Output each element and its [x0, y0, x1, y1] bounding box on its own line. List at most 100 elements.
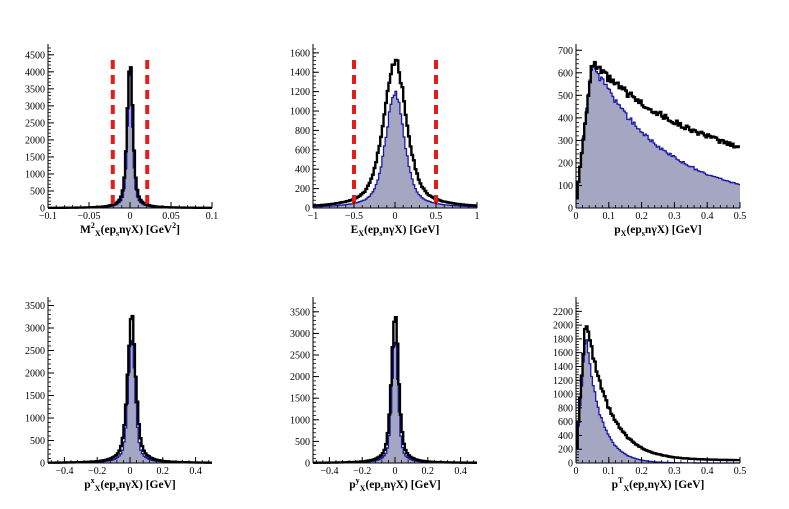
x-tick-label: 0.1: [603, 211, 616, 222]
x-axis-title: pTX(epsnγX) [GeV]: [612, 476, 705, 493]
x-tick-label: 0: [393, 211, 398, 222]
y-tick-label: 1000: [25, 169, 45, 180]
panel-mx2-histogram: −0.1 −0.05 0 0.05 0.1 0 500 1000 1500 2000 2500 300…: [25, 44, 218, 238]
x-tick-label: −0.2: [88, 466, 106, 477]
black-series-line: [48, 314, 212, 464]
y-tick-label: 500: [295, 437, 310, 448]
y-tick-label: 3500: [290, 307, 310, 318]
y-tick-label: 4000: [25, 67, 45, 78]
x-axis-title: pyX(epsnγX) [GeV]: [349, 476, 440, 493]
x-tick-label: 0.3: [668, 466, 681, 477]
x-tick-label: −0.5: [345, 211, 363, 222]
y-tick-label: 600: [295, 145, 310, 156]
blue-series-line: [313, 90, 477, 208]
y-tick-label: 1500: [290, 394, 310, 405]
y-tick-label: 100: [558, 181, 573, 192]
y-tick-label: 3500: [25, 84, 45, 95]
y-tick-label: 2500: [290, 351, 310, 362]
x-tick-label: 0: [393, 466, 398, 477]
panel-pxy-histogram: −0.4 −0.2 0 0.2 0.4 0 500 1000 1500 2000 2500 3000 3…: [290, 297, 477, 493]
x-tick-label: 0.5: [430, 211, 443, 222]
y-tick-label: 1400: [290, 68, 310, 79]
y-tick-label: 400: [295, 165, 310, 176]
x-tick-label: 0.1: [603, 466, 616, 477]
x-tick-label: −0.4: [320, 466, 338, 477]
y-tick-label: 800: [295, 126, 310, 137]
y-tick-label: 400: [558, 113, 573, 124]
y-tick-label: 1200: [290, 87, 310, 98]
y-tick-label: 1200: [553, 376, 573, 387]
x-tick-label: 0.5: [734, 466, 747, 477]
y-tick-label: 2500: [25, 346, 45, 357]
x-tick-label: 0.2: [157, 466, 170, 477]
y-tick-label: 2000: [553, 321, 573, 332]
y-tick-label: 200: [558, 158, 573, 169]
x-axis-title: pxX(epsnγX) [GeV]: [84, 476, 175, 493]
x-tick-label: 0: [128, 211, 133, 222]
x-axis-title: pX(epsnγX) [GeV]: [614, 224, 701, 238]
y-tick-label: 2500: [25, 118, 45, 129]
y-tick-label: 3500: [25, 301, 45, 312]
y-tick-label: 1800: [553, 334, 573, 345]
y-tick-label: 1000: [290, 107, 310, 118]
y-tick-label: 1600: [553, 348, 573, 359]
blue-series-fill: [48, 340, 212, 463]
black-series-line: [313, 58, 477, 207]
black-series-line: [576, 60, 740, 200]
blue-series-fill: [48, 70, 212, 208]
y-tick-label: 2200: [553, 307, 573, 318]
y-tick-label: 200: [295, 184, 310, 195]
x-tick-label: 0.1: [206, 211, 219, 222]
x-tick-label: 0: [128, 466, 133, 477]
y-tick-label: 1000: [553, 390, 573, 401]
y-tick-label: 0: [305, 459, 310, 470]
y-tick-label: 600: [558, 68, 573, 79]
y-tick-label: 1000: [25, 414, 45, 425]
y-tick-label: 500: [30, 436, 45, 447]
x-tick-label: 0.2: [422, 466, 435, 477]
y-tick-label: 2000: [25, 135, 45, 146]
blue-series-fill: [313, 91, 477, 208]
panel-px-histogram: 0 0.1 0.2 0.3 0.4 0.5 0 100 200 300 400 500 600 700 pX…: [558, 44, 746, 238]
x-tick-label: 0.3: [668, 211, 681, 222]
x-tick-label: −0.4: [55, 466, 73, 477]
y-tick-label: 1400: [553, 362, 573, 373]
blue-series-fill: [313, 342, 477, 463]
x-tick-label: 0.5: [734, 211, 747, 222]
x-tick-label: 0.4: [701, 211, 714, 222]
x-tick-label: −0.1: [39, 211, 57, 222]
y-tick-label: 600: [558, 417, 573, 428]
y-tick-label: 0: [40, 204, 45, 215]
black-series-line: [576, 325, 740, 462]
blue-series-fill: [576, 339, 740, 463]
x-tick-label: −0.05: [77, 211, 100, 222]
y-tick-label: 0: [40, 459, 45, 470]
y-tick-label: 1500: [25, 152, 45, 163]
x-tick-label: 0.2: [635, 211, 648, 222]
y-tick-label: 1000: [290, 415, 310, 426]
y-tick-label: 500: [30, 186, 45, 197]
y-tick-label: 3000: [25, 324, 45, 335]
x-axis-title: M2X(epsnγX) [GeV2]: [80, 221, 180, 238]
y-tick-label: 2000: [290, 372, 310, 383]
blue-series-line: [576, 63, 740, 199]
x-tick-label: 0.4: [189, 466, 202, 477]
panel-pxt-histogram: 0 0.1 0.2 0.3 0.4 0.5020040060080010001200140…: [553, 297, 746, 493]
panel-pxx-histogram: −0.4 −0.2 0 0.2 0.4 0 500 1000 1500 2000 2500 3000 3…: [25, 297, 212, 493]
x-tick-label: −1: [308, 211, 319, 222]
y-tick-label: 4500: [25, 50, 45, 61]
y-tick-label: 0: [568, 459, 573, 470]
y-tick-label: 1500: [25, 391, 45, 402]
x-tick-label: 0: [574, 466, 579, 477]
x-tick-label: 1: [475, 211, 480, 222]
y-tick-label: 1600: [290, 48, 310, 59]
y-tick-label: 800: [558, 403, 573, 414]
x-tick-label: −0.2: [353, 466, 371, 477]
y-tick-label: 2000: [25, 369, 45, 380]
y-tick-label: 200: [558, 445, 573, 456]
y-tick-label: 300: [558, 136, 573, 147]
y-tick-label: 0: [568, 204, 573, 215]
x-tick-label: 0.4: [454, 466, 467, 477]
x-tick-label: 0.4: [701, 466, 714, 477]
